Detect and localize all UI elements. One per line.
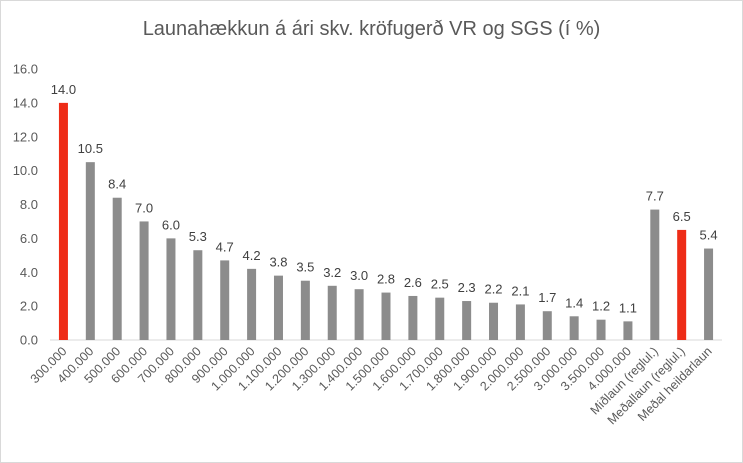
y-tick-label: 4.0 — [20, 265, 38, 280]
data-label: 3.0 — [350, 268, 368, 283]
y-tick-label: 14.0 — [13, 95, 38, 110]
bar — [354, 289, 364, 340]
data-label: 3.2 — [323, 265, 341, 280]
bar — [623, 321, 633, 340]
bar — [489, 302, 499, 340]
bar — [85, 162, 95, 340]
data-label: 14.0 — [51, 82, 76, 97]
bar — [112, 197, 122, 340]
bar — [58, 102, 68, 340]
bar — [677, 229, 687, 340]
bar — [515, 304, 525, 340]
y-tick-label: 6.0 — [20, 231, 38, 246]
data-label: 1.1 — [619, 300, 637, 315]
data-label: 7.0 — [135, 200, 153, 215]
data-label: 4.7 — [216, 239, 234, 254]
data-label: 1.2 — [592, 299, 610, 314]
data-label: 2.8 — [377, 272, 395, 287]
bar — [166, 238, 176, 340]
data-label: 3.5 — [296, 260, 314, 275]
data-label: 8.4 — [108, 177, 126, 192]
bar — [650, 209, 660, 340]
bar — [596, 319, 606, 340]
data-label: 10.5 — [78, 141, 103, 156]
data-label: 2.2 — [484, 282, 502, 297]
y-tick-label: 0.0 — [20, 333, 38, 348]
data-label: 6.0 — [162, 217, 180, 232]
y-tick-label: 8.0 — [20, 197, 38, 212]
bar — [462, 301, 472, 340]
bar — [327, 285, 337, 340]
data-label: 2.5 — [431, 277, 449, 292]
bar — [273, 275, 283, 340]
bar — [381, 292, 391, 340]
data-label: 5.3 — [189, 229, 207, 244]
bar — [220, 260, 230, 340]
bar — [542, 311, 552, 340]
y-tick-label: 12.0 — [13, 129, 38, 144]
data-label: 2.3 — [458, 280, 476, 295]
bar — [247, 268, 257, 340]
data-label: 7.7 — [646, 189, 664, 204]
data-label: 3.8 — [269, 255, 287, 270]
bar — [139, 221, 149, 340]
bar — [193, 250, 203, 340]
data-label: 2.6 — [404, 275, 422, 290]
bar — [300, 280, 310, 340]
data-label: 5.4 — [700, 228, 718, 243]
data-label: 4.2 — [243, 248, 261, 263]
y-tick-label: 10.0 — [13, 163, 38, 178]
data-label: 6.5 — [673, 209, 691, 224]
bar — [408, 295, 418, 340]
bar — [569, 316, 579, 340]
data-label: 1.4 — [565, 295, 583, 310]
chart-title: Launahækkun á ári skv. kröfugerð VR og S… — [142, 18, 601, 40]
data-label: 2.1 — [511, 283, 529, 298]
y-tick-label: 2.0 — [20, 299, 38, 314]
y-tick-label: 16.0 — [13, 62, 38, 77]
bar — [435, 297, 445, 340]
bar — [704, 248, 714, 340]
data-label: 1.7 — [538, 290, 556, 305]
